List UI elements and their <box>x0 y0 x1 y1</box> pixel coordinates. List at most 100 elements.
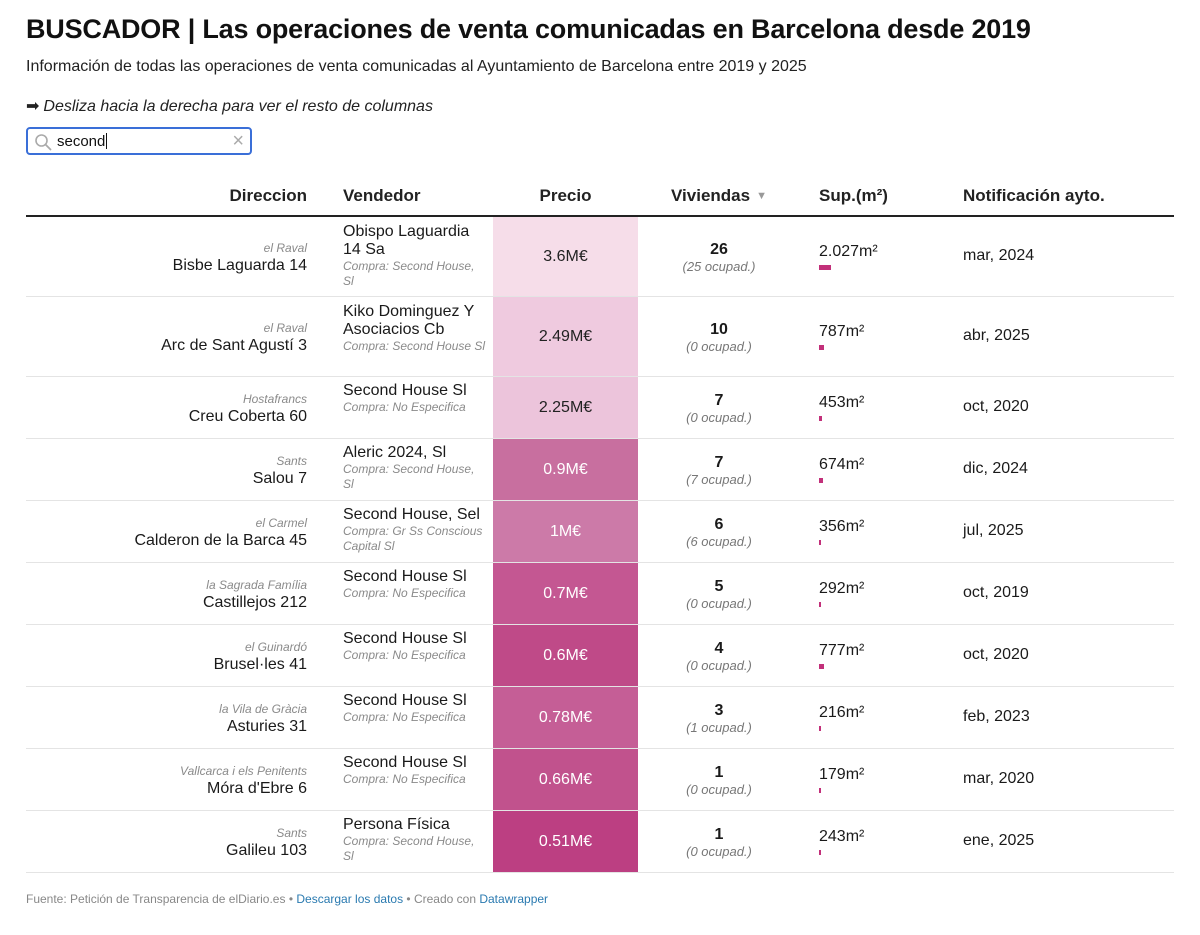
comprador-label: Compra: Second House, Sl <box>343 834 475 863</box>
cell-viviendas: 6 (6 ocupad.) <box>638 516 800 549</box>
ocupadas-count: (1 ocupad.) <box>686 720 752 735</box>
vendedor-name: Second House Sl <box>343 692 467 709</box>
ocupadas-count: (0 ocupad.) <box>686 844 752 859</box>
created-with-label: Creado con <box>413 892 476 906</box>
ocupadas-count: (0 ocupad.) <box>686 410 752 425</box>
cell-direccion: Sants Galileu 103 <box>226 826 307 860</box>
cell-vendedor: Persona Física Compra: Second House, Sl <box>343 816 488 864</box>
cell-viviendas: 1 (0 ocupad.) <box>638 826 800 859</box>
column-header-superficie[interactable]: Sup.(m²) <box>819 186 888 205</box>
cell-vendedor: Second House Sl Compra: No Especifica <box>343 754 488 787</box>
sort-down-icon[interactable]: ▼ <box>756 190 767 202</box>
viviendas-count: 4 <box>714 640 724 657</box>
table-row: el Raval Arc de Sant Agustí 3 Kiko Domingu… <box>26 297 1174 377</box>
datawrapper-link[interactable]: Datawrapper <box>479 892 549 906</box>
cell-superficie: 216m² <box>819 704 864 731</box>
scroll-hint: ➡ Desliza hacia la derecha para ver el re… <box>26 96 433 116</box>
footer: Fuente: Petición de Transparencia de elD… <box>26 892 549 906</box>
cell-notificacion: dic, 2024 <box>963 460 1028 477</box>
cell-notificacion: mar, 2024 <box>963 247 1035 264</box>
calle-label: Asturies 31 <box>226 718 307 735</box>
cell-notificacion: feb, 2023 <box>963 708 1030 725</box>
superficie-value: 243m² <box>819 828 865 845</box>
cell-precio: 1M€ <box>493 501 638 562</box>
cell-viviendas: 10 (0 ocupad.) <box>638 321 800 354</box>
comprador-label: Compra: No Especifica <box>343 586 466 600</box>
cell-superficie: 777m² <box>819 642 864 669</box>
superficie-bar <box>819 478 824 483</box>
barrio-label: Sants <box>276 826 307 840</box>
vendedor-name: Obispo Laguardia 14 Sa <box>343 223 470 258</box>
ocupadas-count: (6 ocupad.) <box>686 534 752 549</box>
superficie-value: 453m² <box>819 394 865 411</box>
cell-direccion: el Guinardó Brusel·les 41 <box>214 640 307 674</box>
table-row: la Vila de Gràcia Asturies 31 Second House… <box>26 687 1174 749</box>
viviendas-count: 1 <box>714 764 724 781</box>
superficie-bar <box>819 850 821 855</box>
column-header-viviendas-label: Viviendas <box>671 186 751 205</box>
cell-notificacion: mar, 2020 <box>963 770 1035 787</box>
table-body: el Raval Bisbe Laguarda 14 Obispo Laguardi… <box>26 217 1174 873</box>
calle-label: Creu Coberta 60 <box>188 408 307 425</box>
viviendas-count: 7 <box>714 454 724 471</box>
cell-viviendas: 4 (0 ocupad.) <box>638 640 800 673</box>
table-row: Hostafrancs Creu Coberta 60 Second House S… <box>26 377 1174 439</box>
column-header-vendedor[interactable]: Vendedor <box>343 186 421 205</box>
column-header-direccion[interactable]: Direccion <box>229 186 307 205</box>
table-header: Direccion Vendedor Precio Viviendas ▼ Sup… <box>26 176 1174 217</box>
cell-superficie: 356m² <box>819 518 864 545</box>
viviendas-count: 1 <box>714 826 724 843</box>
cell-precio: 2.49M€ <box>493 297 638 376</box>
cell-superficie: 2.027m² <box>819 243 878 270</box>
superficie-bar <box>819 664 824 669</box>
cell-precio: 0.9M€ <box>493 439 638 500</box>
cell-notificacion: oct, 2020 <box>963 398 1029 415</box>
comprador-label: Compra: No Especifica <box>343 400 466 414</box>
cell-viviendas: 7 (0 ocupad.) <box>638 392 800 425</box>
cell-direccion: el Raval Arc de Sant Agustí 3 <box>161 321 307 355</box>
cell-precio: 2.25M€ <box>493 377 638 438</box>
barrio-label: el Raval <box>263 321 307 335</box>
cell-notificacion: abr, 2025 <box>963 327 1030 344</box>
clear-icon[interactable]: × <box>232 130 244 152</box>
comprador-label: Compra: No Especifica <box>343 772 466 786</box>
search-input[interactable]: second <box>57 133 106 150</box>
table-row: el Carmel Calderon de la Barca 45 Second H… <box>26 501 1174 563</box>
cell-vendedor: Second House, Sel Compra: Gr Ss Conscious… <box>343 506 488 554</box>
viviendas-count: 5 <box>714 578 724 595</box>
cell-direccion: Vallcarca i els Penitents Móra d'Ebre 6 <box>180 764 307 798</box>
cell-viviendas: 5 (0 ocupad.) <box>638 578 800 611</box>
search-box[interactable]: second × <box>26 127 252 155</box>
column-header-precio[interactable]: Precio <box>539 186 592 205</box>
superficie-value: 787m² <box>819 323 865 340</box>
table-row: la Sagrada Família Castillejos 212 Second … <box>26 563 1174 625</box>
cell-direccion: la Vila de Gràcia Asturies 31 <box>219 702 307 736</box>
cell-viviendas: 1 (0 ocupad.) <box>638 764 800 797</box>
comprador-label: Compra: Second House Sl <box>343 339 486 353</box>
superficie-value: 777m² <box>819 642 865 659</box>
cell-vendedor: Kiko Dominguez Y Asociacios Cb Compra: Se… <box>343 303 488 354</box>
column-header-viviendas[interactable]: Viviendas ▼ <box>638 186 800 206</box>
column-header-notificacion[interactable]: Notificación ayto. <box>963 186 1105 205</box>
cell-direccion: el Raval Bisbe Laguarda 14 <box>173 241 307 275</box>
calle-label: Móra d'Ebre 6 <box>207 780 307 797</box>
superficie-bar <box>819 602 821 607</box>
calle-label: Calderon de la Barca 45 <box>134 532 307 549</box>
cell-superficie: 787m² <box>819 323 864 350</box>
cell-vendedor: Aleric 2024, Sl Compra: Second House, Sl <box>343 444 488 492</box>
viviendas-count: 6 <box>714 516 724 533</box>
cell-superficie: 674m² <box>819 456 864 483</box>
cell-precio: 0.7M€ <box>493 563 638 624</box>
cell-vendedor: Second House Sl Compra: No Especifica <box>343 630 488 663</box>
calle-label: Bisbe Laguarda 14 <box>172 257 307 274</box>
superficie-bar <box>819 540 822 545</box>
calle-label: Arc de Sant Agustí 3 <box>161 337 307 354</box>
vendedor-name: Aleric 2024, Sl <box>343 444 447 461</box>
superficie-value: 2.027m² <box>819 243 878 260</box>
download-link[interactable]: Descargar los datos <box>296 892 404 906</box>
table-row: Sants Galileu 103 Persona Física Compra: Se… <box>26 811 1174 873</box>
page-title: BUSCADOR | Las operaciones de venta comu… <box>26 14 1031 44</box>
ocupadas-count: (0 ocupad.) <box>686 658 752 673</box>
cell-notificacion: jul, 2025 <box>963 522 1024 539</box>
cell-direccion: Sants Salou 7 <box>253 454 307 488</box>
